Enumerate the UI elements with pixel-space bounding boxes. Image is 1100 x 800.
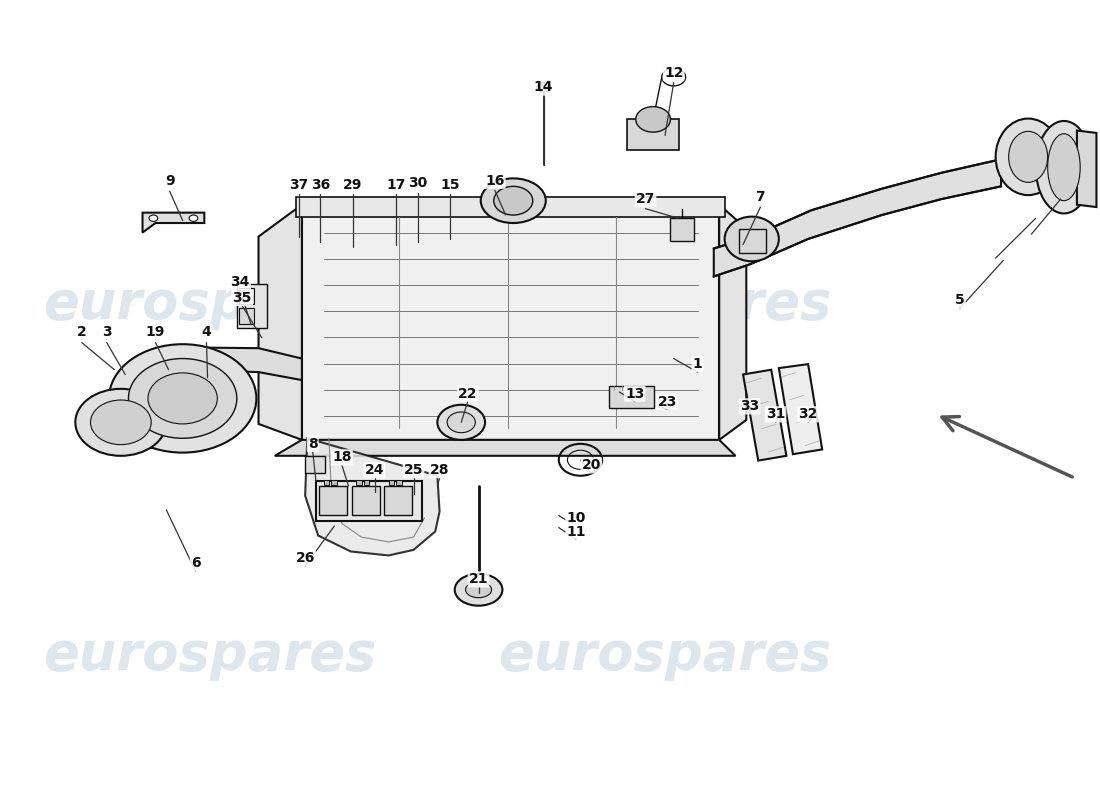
Text: 1: 1 — [693, 357, 703, 371]
Bar — [239, 308, 254, 324]
Ellipse shape — [189, 215, 198, 222]
Text: 33: 33 — [740, 399, 759, 414]
Text: 30: 30 — [408, 176, 428, 190]
Bar — [608, 386, 654, 408]
Text: 3: 3 — [102, 326, 111, 339]
Text: 6: 6 — [190, 557, 200, 570]
Ellipse shape — [90, 400, 151, 445]
Bar — [316, 482, 422, 521]
Polygon shape — [779, 364, 822, 454]
Ellipse shape — [109, 344, 256, 453]
Ellipse shape — [447, 412, 475, 433]
Text: 21: 21 — [469, 572, 488, 586]
Text: 29: 29 — [343, 178, 363, 192]
Bar — [627, 119, 679, 150]
Bar — [301, 205, 719, 440]
Polygon shape — [85, 412, 175, 452]
Bar — [739, 229, 766, 253]
Text: eurospares: eurospares — [43, 629, 376, 681]
Polygon shape — [744, 370, 786, 461]
Text: 28: 28 — [430, 463, 449, 477]
Text: eurospares: eurospares — [498, 278, 832, 330]
Ellipse shape — [481, 178, 546, 223]
Text: 31: 31 — [766, 407, 785, 422]
Bar — [352, 486, 379, 515]
Text: 20: 20 — [582, 458, 601, 472]
Bar — [305, 456, 324, 474]
Text: 5: 5 — [955, 294, 965, 307]
Ellipse shape — [148, 373, 218, 424]
Text: 19: 19 — [146, 326, 165, 339]
Text: 2: 2 — [77, 326, 87, 339]
Text: 35: 35 — [232, 291, 252, 305]
Bar — [670, 218, 694, 241]
Ellipse shape — [465, 582, 492, 598]
Ellipse shape — [75, 389, 166, 456]
Bar — [236, 285, 267, 328]
Ellipse shape — [725, 217, 779, 262]
Text: eurospares: eurospares — [43, 278, 376, 330]
Text: 27: 27 — [636, 192, 656, 206]
Bar — [388, 480, 394, 485]
Ellipse shape — [636, 106, 670, 132]
Text: 34: 34 — [230, 275, 250, 289]
Text: 10: 10 — [566, 511, 586, 525]
Ellipse shape — [438, 405, 485, 440]
Text: 7: 7 — [756, 190, 766, 204]
Polygon shape — [714, 159, 1001, 277]
Bar — [297, 197, 725, 217]
Polygon shape — [275, 440, 736, 456]
Text: 25: 25 — [404, 463, 424, 477]
Bar — [323, 480, 329, 485]
Text: 32: 32 — [799, 407, 817, 422]
Text: 26: 26 — [296, 551, 315, 565]
Ellipse shape — [1036, 121, 1092, 214]
Ellipse shape — [1047, 134, 1080, 201]
Text: eurospares: eurospares — [498, 629, 832, 681]
Bar — [356, 480, 362, 485]
Text: 11: 11 — [566, 525, 586, 538]
Ellipse shape — [129, 358, 236, 438]
Bar — [331, 480, 337, 485]
Text: 17: 17 — [386, 178, 406, 192]
Text: 24: 24 — [365, 463, 384, 477]
Polygon shape — [305, 438, 440, 555]
Text: 18: 18 — [332, 450, 352, 464]
Polygon shape — [1077, 130, 1097, 207]
Text: 12: 12 — [664, 66, 683, 80]
Bar — [396, 480, 402, 485]
Bar — [319, 486, 348, 515]
Text: 23: 23 — [658, 394, 676, 409]
Text: 4: 4 — [201, 326, 211, 339]
Text: 8: 8 — [308, 437, 318, 451]
Text: 37: 37 — [289, 178, 308, 192]
Ellipse shape — [537, 82, 550, 92]
Text: 13: 13 — [625, 386, 645, 401]
Text: 22: 22 — [458, 386, 477, 401]
Bar — [384, 486, 412, 515]
Text: 15: 15 — [441, 178, 460, 192]
Bar — [364, 480, 370, 485]
Polygon shape — [143, 213, 205, 233]
Ellipse shape — [494, 186, 532, 215]
Ellipse shape — [1009, 131, 1047, 182]
Text: 36: 36 — [310, 178, 330, 192]
Text: 16: 16 — [485, 174, 505, 188]
Ellipse shape — [996, 118, 1060, 195]
Text: 14: 14 — [534, 81, 553, 94]
Polygon shape — [145, 347, 301, 390]
Ellipse shape — [148, 215, 157, 222]
Ellipse shape — [454, 574, 503, 606]
Text: 9: 9 — [165, 174, 175, 188]
Polygon shape — [258, 205, 301, 440]
Polygon shape — [719, 205, 746, 440]
Bar — [239, 288, 254, 304]
